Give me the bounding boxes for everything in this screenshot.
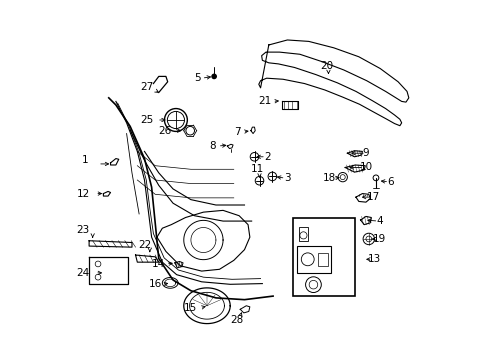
Text: 14: 14 <box>152 259 165 269</box>
Text: 18: 18 <box>322 173 335 183</box>
Text: 16: 16 <box>148 279 162 289</box>
Text: 3: 3 <box>284 173 290 183</box>
Text: 10: 10 <box>359 162 372 172</box>
Text: 7: 7 <box>234 127 240 137</box>
Text: 4: 4 <box>376 216 383 226</box>
Polygon shape <box>110 158 119 165</box>
Text: 9: 9 <box>362 148 368 158</box>
Text: 23: 23 <box>76 225 89 235</box>
Text: 17: 17 <box>366 192 380 202</box>
Text: 19: 19 <box>372 234 386 244</box>
Polygon shape <box>355 194 369 202</box>
Text: 26: 26 <box>158 126 171 136</box>
Text: 2: 2 <box>264 152 270 162</box>
Polygon shape <box>282 101 298 109</box>
Polygon shape <box>345 165 365 172</box>
Polygon shape <box>258 40 408 126</box>
Text: 27: 27 <box>141 82 154 92</box>
Text: 24: 24 <box>76 268 89 278</box>
Circle shape <box>211 73 217 79</box>
Bar <box>296 246 330 273</box>
Text: 8: 8 <box>208 141 215 151</box>
Text: 6: 6 <box>387 177 393 187</box>
Text: 20: 20 <box>320 61 332 71</box>
Bar <box>292 217 354 296</box>
Text: 22: 22 <box>138 240 151 250</box>
Text: 1: 1 <box>82 156 89 165</box>
Text: 5: 5 <box>194 73 200 83</box>
Text: 11: 11 <box>250 164 263 174</box>
Polygon shape <box>346 151 362 157</box>
Text: 28: 28 <box>229 315 243 325</box>
Text: 21: 21 <box>258 96 271 107</box>
Text: 25: 25 <box>141 115 154 125</box>
Text: 12: 12 <box>76 189 89 199</box>
Bar <box>299 227 307 241</box>
Bar <box>317 253 327 266</box>
Text: 15: 15 <box>184 303 197 313</box>
Polygon shape <box>360 216 370 225</box>
Text: 13: 13 <box>367 254 381 264</box>
